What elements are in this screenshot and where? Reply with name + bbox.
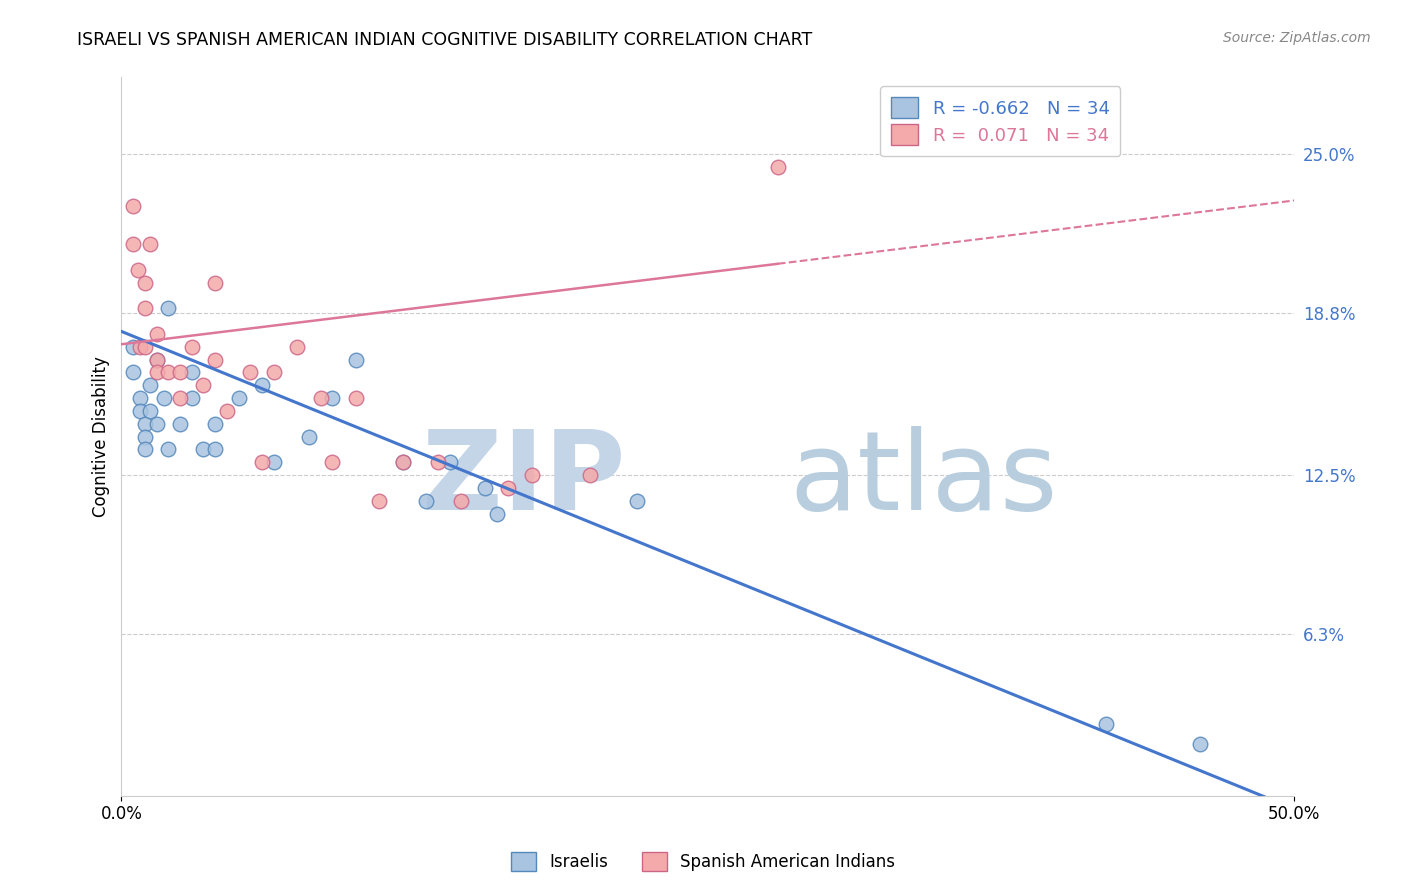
Point xyxy=(215,404,238,418)
Point xyxy=(485,507,508,521)
Point xyxy=(180,391,202,405)
Point xyxy=(321,455,343,469)
Point xyxy=(426,455,449,469)
Point xyxy=(204,352,226,367)
Point xyxy=(180,340,202,354)
Point xyxy=(298,429,321,443)
Legend: Israelis, Spanish American Indians: Israelis, Spanish American Indians xyxy=(503,843,903,880)
Point xyxy=(138,378,160,392)
Point xyxy=(391,455,413,469)
Point xyxy=(496,481,519,495)
Point xyxy=(122,366,145,380)
Point xyxy=(450,493,472,508)
Legend: R = -0.662   N = 34, R =  0.071   N = 34: R = -0.662 N = 34, R = 0.071 N = 34 xyxy=(880,87,1121,156)
Point xyxy=(134,301,156,316)
Point xyxy=(157,442,180,457)
Point xyxy=(145,366,167,380)
Point xyxy=(157,301,180,316)
Point xyxy=(157,366,180,380)
Point xyxy=(193,442,215,457)
Point xyxy=(415,493,437,508)
Point xyxy=(129,391,152,405)
Point xyxy=(145,352,167,367)
Point xyxy=(204,442,226,457)
Point xyxy=(134,442,156,457)
Point xyxy=(122,340,145,354)
Point xyxy=(391,455,413,469)
Point xyxy=(439,455,461,469)
Point xyxy=(250,378,273,392)
Point xyxy=(344,352,367,367)
Point xyxy=(122,237,145,252)
Point xyxy=(250,455,273,469)
Point xyxy=(145,417,167,431)
Y-axis label: Cognitive Disability: Cognitive Disability xyxy=(93,356,110,517)
Point xyxy=(263,366,285,380)
Point xyxy=(626,493,648,508)
Point xyxy=(285,340,308,354)
Point xyxy=(134,417,156,431)
Point xyxy=(520,468,543,483)
Point xyxy=(180,366,202,380)
Point xyxy=(579,468,602,483)
Point xyxy=(134,340,156,354)
Text: atlas: atlas xyxy=(790,426,1059,533)
Point xyxy=(204,417,226,431)
Point xyxy=(134,429,156,443)
Point xyxy=(122,199,145,213)
Point xyxy=(152,391,174,405)
Point xyxy=(138,404,160,418)
Point xyxy=(239,366,262,380)
Point xyxy=(309,391,332,405)
Point xyxy=(368,493,391,508)
Point xyxy=(228,391,250,405)
Point xyxy=(129,404,152,418)
Point xyxy=(134,276,156,290)
Point xyxy=(474,481,496,495)
Point xyxy=(193,378,215,392)
Point xyxy=(145,352,167,367)
Point xyxy=(1095,717,1118,731)
Text: Source: ZipAtlas.com: Source: ZipAtlas.com xyxy=(1223,31,1371,45)
Text: ZIP: ZIP xyxy=(422,426,626,533)
Point xyxy=(169,391,191,405)
Point xyxy=(169,366,191,380)
Point xyxy=(127,263,149,277)
Point xyxy=(1188,738,1211,752)
Point xyxy=(263,455,285,469)
Point xyxy=(138,237,160,252)
Point xyxy=(321,391,343,405)
Point xyxy=(129,340,152,354)
Point xyxy=(169,417,191,431)
Point xyxy=(766,160,789,174)
Point xyxy=(145,326,167,341)
Point xyxy=(204,276,226,290)
Point xyxy=(344,391,367,405)
Text: ISRAELI VS SPANISH AMERICAN INDIAN COGNITIVE DISABILITY CORRELATION CHART: ISRAELI VS SPANISH AMERICAN INDIAN COGNI… xyxy=(77,31,813,49)
